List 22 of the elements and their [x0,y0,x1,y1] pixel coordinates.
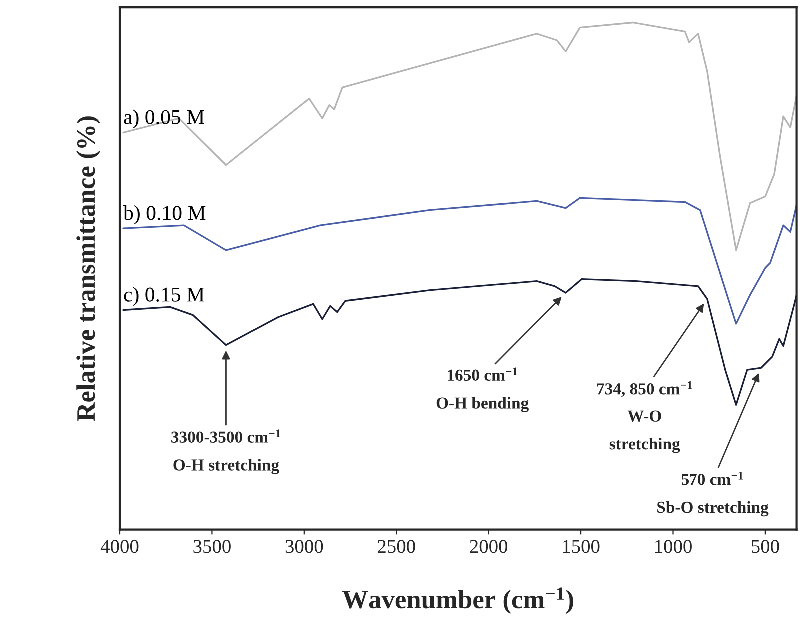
x-tick-label: 500 [752,540,780,554]
annotation: W-O [628,410,662,422]
x-tick-label: 2500 [378,540,416,554]
x-tick-label: 3500 [194,540,231,554]
x-axis-title: Wavenumber (cm$^{−1}$) [342,588,574,614]
annotation: 734, 850 cm$^{−1}$ [597,382,692,398]
annotation: 3300-3500 cm$^{−1}$ [172,430,281,443]
x-tick-label: 2000 [470,540,508,554]
annotation: 570 cm$^{−1}$ [682,472,744,486]
y-axis-title: Relative transmittance (%) [76,116,101,422]
x-tick-label: 1000 [656,540,692,554]
x-tick-label: 1500 [563,540,600,554]
annotation: stretching [610,438,680,454]
annotation: O-H stretching [174,459,280,474]
x-tick-label: 3000 [286,540,324,554]
series-label: b) 0.10 M [124,206,206,224]
series-label: a) 0.05 M [124,110,204,129]
x-tick-label: 4000 [100,540,139,554]
annotation: Sb-O stretching [658,501,769,517]
series-label: c) 0.15 M [124,287,204,306]
annotation: 1650 cm$^{−1}$ [448,368,518,382]
annotation: O-H bending [436,397,529,412]
